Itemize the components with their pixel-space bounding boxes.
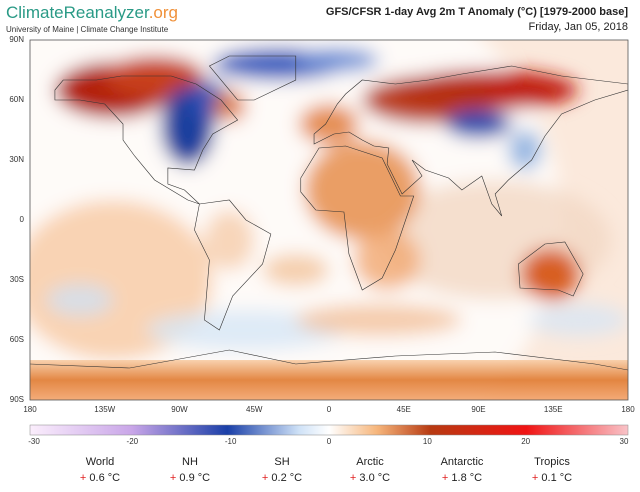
anomaly-blob [508,130,542,170]
stat-label: NH [182,456,198,468]
anomaly-blob [146,310,346,350]
anomaly-blob [353,230,421,290]
lat-label: 30N [9,155,24,164]
colorbar-label: 0 [327,437,332,446]
stat-number: 0.6 °C [89,472,120,484]
stat-marker: + [350,472,356,484]
stat-marker: + [442,472,448,484]
colorbar-label: 10 [423,437,432,446]
colorbar [29,424,629,436]
logo-suffix: .org [149,3,178,22]
lat-label: 60N [9,95,24,104]
coastline [518,241,584,297]
lat-label: 30S [10,275,24,284]
lat-label: 90S [10,395,24,404]
coastline [300,145,415,291]
stat-label: SH [274,456,289,468]
map-frame [29,39,629,401]
colorbar-label: -30 [28,437,40,446]
stat-number: 3.0 °C [359,472,390,484]
logo-main: ClimateReanalyzer [6,3,150,22]
coastline [208,55,297,101]
anomaly-blob [204,210,255,270]
stat-marker: + [170,472,176,484]
coastline [313,65,628,217]
stat-marker: + [532,472,538,484]
stat-label: World [86,456,115,468]
colorbar-label: 20 [521,437,530,446]
stat-value: + 0.1 °C [532,472,572,484]
anomaly-blob [262,254,329,286]
anomaly-blob [304,140,421,240]
lat-label: 0 [20,215,25,224]
lon-label: 180 [621,405,635,414]
lon-label: 45W [246,405,263,414]
map-image [30,40,628,400]
stat-label: Antarctic [441,456,484,468]
lon-label: 45E [397,405,411,414]
colorbar-label: -20 [127,437,139,446]
stat-number: 0.1 °C [541,472,572,484]
anomaly-blob [445,110,512,138]
stat-value: + 1.8 °C [442,472,482,484]
anomaly-blob [295,304,462,336]
lon-label: 90W [171,405,188,414]
stat-label: Arctic [356,456,384,468]
anomaly-blob [212,90,246,122]
anomaly-blob [520,248,580,300]
lat-label: 60S [10,335,24,344]
affiliation: University of Maine | Climate Change Ins… [6,25,169,34]
stat-marker: + [262,472,268,484]
stat-number: 0.2 °C [271,472,302,484]
colorbar-label: -10 [225,437,237,446]
map-title: GFS/CFSR 1-day Avg 2m T Anomaly (°C) [19… [326,6,628,18]
anomaly-blob [46,284,114,316]
lat-label: 90N [9,35,24,44]
lon-label: 180 [23,405,37,414]
stat-value: + 0.6 °C [80,472,120,484]
stat-value: + 0.9 °C [170,472,210,484]
coastline [54,75,239,205]
stat-value: + 0.2 °C [262,472,302,484]
coastline [30,349,628,371]
stat-marker: + [80,472,86,484]
stat-label: Tropics [534,456,570,468]
stat-number: 0.9 °C [179,472,210,484]
anomaly-blob [295,48,379,72]
colorbar-label: 30 [620,437,629,446]
lon-label: 0 [327,405,332,414]
stat-number: 1.8 °C [451,472,482,484]
lon-label: 135E [544,405,563,414]
anomaly-blob [299,104,359,144]
stat-value: + 3.0 °C [350,472,390,484]
lon-label: 90E [471,405,485,414]
lon-label: 135W [94,405,115,414]
anomaly-blob [528,304,628,336]
coastline [194,199,272,331]
logo: ClimateReanalyzer.org [6,3,178,22]
map-date: Friday, Jan 05, 2018 [529,21,628,33]
